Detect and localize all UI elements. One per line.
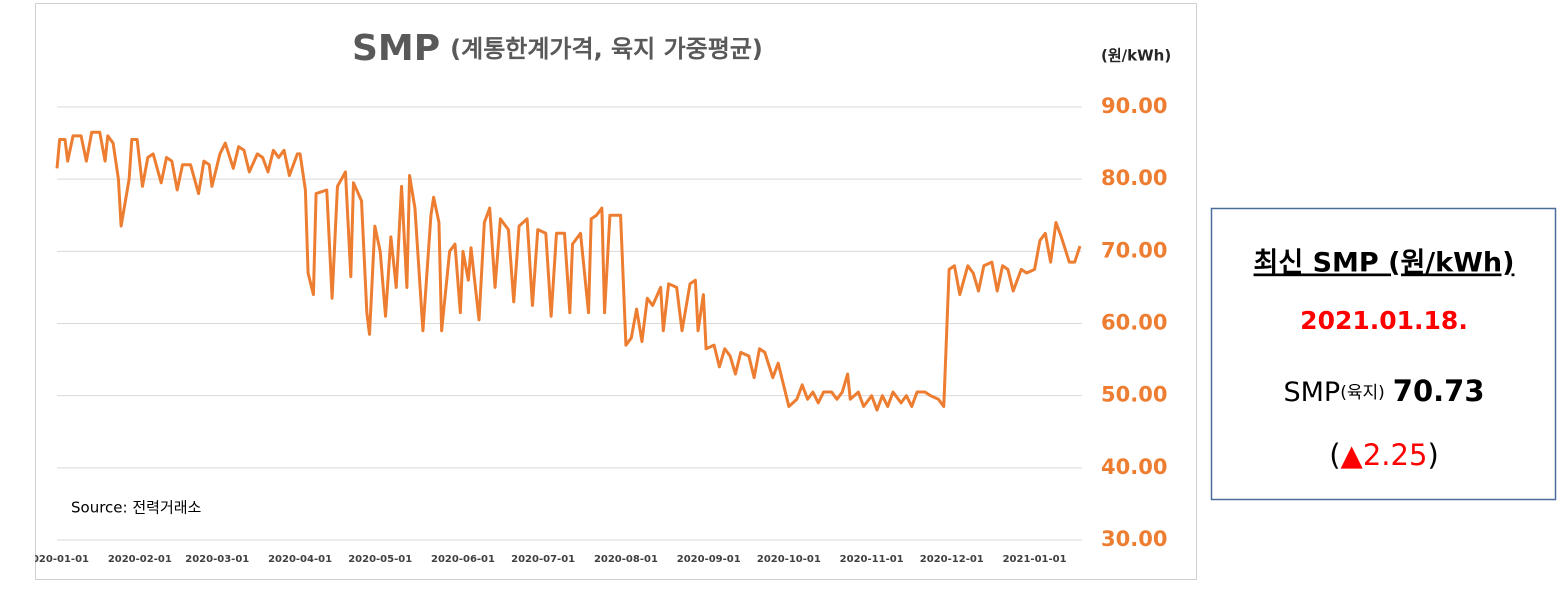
info-date: 2021.01.18. [1300, 306, 1468, 335]
info-label: SMP [1284, 377, 1341, 408]
chart-title-group: SMP (계통한계가격, 육지 가중평균) [352, 28, 763, 69]
info-change-line: (▲2.25) [1329, 438, 1439, 472]
info-change-value: 2.25 [1363, 438, 1428, 472]
info-label-note: (육지) [1340, 383, 1385, 403]
info-change-open: ( [1329, 438, 1340, 472]
x-tick-label: 2020-10-01 [757, 554, 821, 565]
info-value: 70.73 [1393, 374, 1485, 408]
x-tick-label: 2020-02-01 [108, 554, 172, 565]
x-tick-label: 2020-06-01 [431, 554, 495, 565]
x-tick-label: 2020-03-01 [185, 554, 249, 565]
smp-line [55, 130, 1082, 412]
info-value-line: SMP(육지) 70.73 [1284, 374, 1485, 408]
source-annotation: Source: 전력거래소 [71, 499, 202, 517]
y-tick-label: 80.00 [1101, 166, 1167, 190]
chart-frame [35, 3, 1197, 580]
y-tick-label: 50.00 [1101, 383, 1167, 407]
x-tick-label: 2020-11-01 [840, 554, 904, 565]
x-tick-label: 2020-05-01 [348, 554, 412, 565]
y-tick-label: 40.00 [1101, 455, 1167, 479]
chart-subtitle: (계통한계가격, 육지 가중평균) [450, 35, 763, 63]
x-tick-label: 2020-01-01 [25, 554, 89, 565]
y-tick-label: 70.00 [1101, 238, 1167, 262]
info-change-symbol: ▲ [1341, 438, 1364, 472]
x-tick-label: 2020-04-01 [268, 554, 332, 565]
x-tick-label: 2020-12-01 [920, 554, 984, 565]
chart-title: SMP [352, 28, 440, 69]
x-tick-label: 2020-08-01 [594, 554, 658, 565]
x-tick-label: 2020-09-01 [677, 554, 741, 565]
x-tick-label: 2020-07-01 [511, 554, 575, 565]
unit-label: (원/kWh) [1101, 47, 1171, 65]
info-change-close: ) [1427, 438, 1438, 472]
info-heading: 최신 SMP (원/kWh) [1254, 248, 1515, 279]
x-tick-label: 2021-01-01 [1003, 554, 1067, 565]
y-tick-label: 30.00 [1101, 527, 1167, 551]
y-tick-label: 90.00 [1101, 94, 1167, 118]
y-tick-label: 60.00 [1101, 311, 1167, 335]
info-box [1210, 207, 1557, 501]
